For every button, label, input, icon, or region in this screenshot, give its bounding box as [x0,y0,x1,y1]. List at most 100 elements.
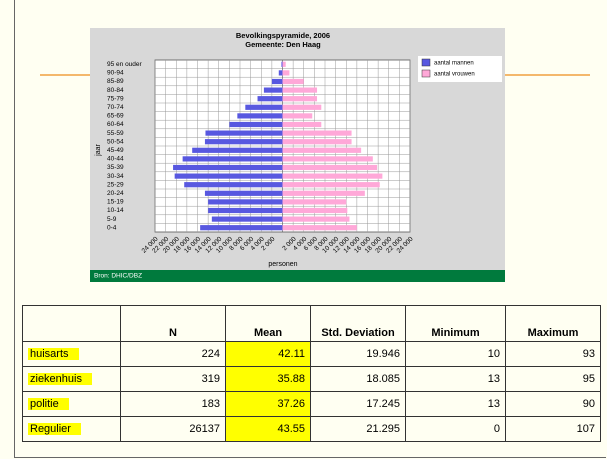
y-tick-label: 90-94 [107,70,124,77]
y-tick-label: 95 en ouder [107,61,143,68]
bar [208,199,283,205]
slide-frame [14,0,606,458]
bar [245,104,283,110]
chart: Bevolkingspyramide, 2006 Gemeente: Den H… [40,28,590,282]
y-tick-label: 30-34 [107,173,124,180]
header-cell: Minimum [405,305,506,342]
row-label: Regulier [28,423,81,435]
y-tick-label: 40-44 [107,156,124,163]
y-tick-label: 65-69 [107,113,124,120]
value-cell: 13 [405,391,506,417]
y-tick-label: 80-84 [107,87,124,94]
header-cell: N [120,305,226,342]
y-tick-label: 55-59 [107,130,124,137]
x-axis-label: personen [268,261,297,268]
bar [282,190,365,196]
table-row: ziekenhuis 319 35.88 18.085 13 95 [22,366,601,392]
value-cell: 95 [505,366,601,392]
bar [282,173,383,179]
bar [257,96,283,102]
row-label: politie [28,398,69,410]
bar [237,113,283,119]
bar [208,207,283,214]
y-tick-label: 45-49 [107,147,124,154]
chart-subtitle: Gemeente: Den Haag [245,40,321,49]
source: Bron: DHIC/DBZ [94,273,142,280]
bar [263,87,283,93]
value-cell: 90 [505,391,601,417]
value-cell: 26137 [120,416,226,442]
value-cell: 21.295 [310,416,406,442]
legend-label: aantal mannen [434,61,474,67]
source-bar [90,270,505,282]
bar [282,182,380,188]
bar [282,96,318,102]
bar [282,207,348,214]
row-label-cell: politie [22,391,121,417]
header-cell: Maximum [505,305,601,342]
bar [282,147,362,153]
value-cell: 93 [505,341,601,367]
bar [205,130,283,136]
y-tick-label: 75-79 [107,95,124,102]
bar [271,78,283,85]
bar [282,225,357,231]
value-cell: 17.245 [310,391,406,417]
legend-box [418,56,502,82]
value-cell: 319 [120,366,226,392]
y-axis-label: jaar [95,144,102,157]
bar [282,104,322,110]
value-cell: 13 [405,366,506,392]
y-tick-label: 10-14 [107,207,124,214]
bar [278,70,283,76]
value-cell: 43.55 [225,416,311,442]
header-cell: Std. Deviation [310,305,406,342]
y-tick-label: 20-24 [107,190,124,197]
row-label-cell: huisarts [22,341,121,367]
bar [182,156,283,162]
legend-swatch [421,69,431,78]
y-tick-label: 35-39 [107,164,124,171]
y-tick-label: 0-4 [107,224,117,231]
y-tick-label: 5-9 [107,216,117,223]
bar [174,173,283,179]
bar [282,199,347,205]
bar [282,216,350,222]
value-cell: 19.946 [310,341,406,367]
value-cell: 10 [405,341,506,367]
value-cell: 42.11 [225,341,311,367]
row-label: ziekenhuis [28,373,92,385]
bar [173,164,283,171]
bar [282,61,286,67]
row-label: huisarts [28,348,79,360]
value-cell: 107 [505,416,601,442]
bar [282,156,373,162]
table-row: huisarts 224 42.11 19.946 10 93 [22,341,601,367]
y-tick-label: 25-29 [107,181,124,188]
y-tick-label: 60-64 [107,121,124,128]
bar [282,113,313,119]
bar [204,139,283,145]
row-label-cell: Regulier [22,416,121,442]
bar [211,216,283,222]
bar [282,139,352,145]
y-tick-label: 50-54 [107,138,124,145]
stats-table: N Mean Std. Deviation Minimum Maximum huisar… [22,305,601,442]
row-label-cell: ziekenhuis [22,366,121,392]
y-tick-label: 70-74 [107,104,124,111]
bar [282,130,352,136]
table-row: Regulier 26137 43.55 21.295 0 107 [22,416,601,442]
bar [184,182,283,188]
bar [282,70,290,76]
bar [200,225,283,231]
y-tick-label: 85-89 [107,78,124,85]
bar [282,78,304,85]
value-cell: 224 [120,341,226,367]
table-row: politie 183 37.26 17.245 13 90 [22,391,601,417]
bar [282,121,322,128]
legend-swatch [421,58,431,67]
y-tick-label: 15-19 [107,199,124,206]
value-cell: 37.26 [225,391,311,417]
value-cell: 18.085 [310,366,406,392]
